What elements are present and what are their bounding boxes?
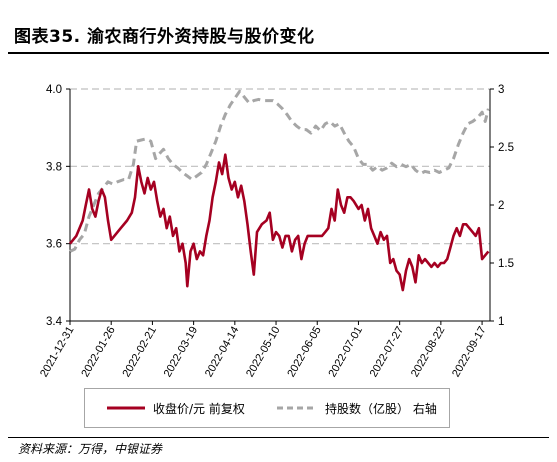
x-tick-label-0: 2021-12-31 xyxy=(38,325,77,380)
right-tick-label-2: 2 xyxy=(498,200,504,212)
legend-price-swatch xyxy=(107,406,145,410)
x-tick-label-7: 2022-07-01 xyxy=(327,325,366,380)
x-tick-label-6: 2022-06-05 xyxy=(285,325,324,380)
left-tick-label-1: 3.6 xyxy=(46,239,62,251)
x-tick-label-5: 2022-05-10 xyxy=(244,325,283,380)
title-underline xyxy=(8,52,549,54)
x-tick-label-1: 2022-01-26 xyxy=(79,325,118,380)
x-tick-label-8: 2022-07-27 xyxy=(368,325,407,380)
x-tick-label-2: 2022-02-21 xyxy=(120,325,159,380)
legend-price-label: 收盘价/元 前复权 xyxy=(153,402,245,416)
right-tick-label-3: 2.5 xyxy=(498,142,514,154)
left-tick-label-0: 3.4 xyxy=(46,316,63,328)
legend-holding-label: 持股数（亿股） 右轴 xyxy=(325,402,437,416)
source-note: 资料来源：万得，中银证券 xyxy=(18,442,163,456)
x-tick-label-10: 2022-09-17 xyxy=(450,324,489,379)
holding-series-line xyxy=(69,89,490,253)
right-tick-label-1: 1.5 xyxy=(498,258,514,270)
axes xyxy=(66,88,494,325)
x-tick-label-4: 2022-04-14 xyxy=(203,325,242,380)
x-tick-label-3: 2022-03-19 xyxy=(162,325,201,380)
legend-holding-swatch xyxy=(277,406,317,410)
right-tick-label-4: 3 xyxy=(498,84,504,96)
left-tick-label-2: 3.8 xyxy=(46,161,62,173)
source-divider xyxy=(8,437,549,438)
x-tick-label-9: 2022-08-22 xyxy=(409,325,448,380)
left-tick-label-3: 4.0 xyxy=(46,84,62,96)
legend: 收盘价/元 前复权 持股数（亿股） 右轴 xyxy=(84,388,450,428)
chart-title: 图表35. 渝农商行外资持股与股价变化 xyxy=(14,27,315,47)
series-lines xyxy=(68,89,490,292)
price-series-line xyxy=(68,153,490,292)
right-tick-label-0: 1 xyxy=(498,316,504,328)
